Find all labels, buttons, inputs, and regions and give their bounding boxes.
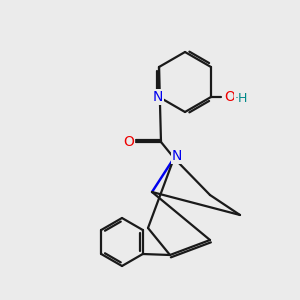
Text: O: O: [224, 90, 236, 104]
Text: N: N: [172, 149, 182, 163]
Text: O: O: [124, 135, 134, 149]
Text: ·H: ·H: [234, 92, 248, 104]
Text: N: N: [153, 90, 163, 104]
